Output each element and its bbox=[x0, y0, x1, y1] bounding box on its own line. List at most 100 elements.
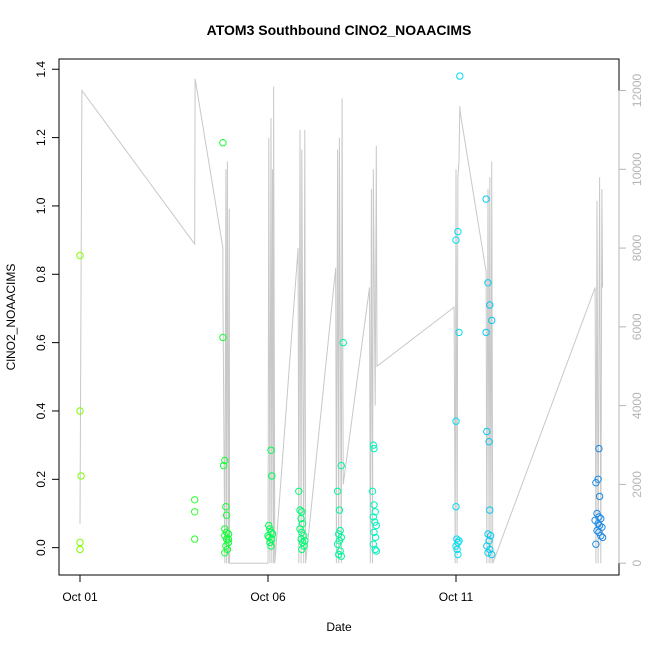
data-point bbox=[592, 479, 600, 487]
data-point bbox=[267, 446, 275, 454]
data-point bbox=[452, 503, 460, 511]
y2-tick-label: 6000 bbox=[630, 313, 644, 340]
data-point bbox=[454, 227, 462, 236]
data-point bbox=[593, 526, 601, 535]
data-point bbox=[335, 506, 344, 514]
data-point bbox=[483, 427, 491, 436]
data-point bbox=[370, 528, 378, 536]
data-point bbox=[486, 301, 494, 309]
data-point bbox=[222, 511, 231, 519]
data-point bbox=[222, 542, 230, 550]
data-point bbox=[298, 538, 307, 547]
y-tick-label: 0.2 bbox=[34, 471, 48, 488]
data-point bbox=[191, 508, 199, 516]
data-point bbox=[370, 444, 378, 453]
data-point bbox=[371, 508, 379, 516]
data-point bbox=[219, 333, 227, 342]
data-point bbox=[298, 545, 306, 554]
y2-tick-label: 8000 bbox=[630, 234, 644, 261]
data-point bbox=[76, 538, 84, 547]
data-point bbox=[221, 549, 229, 557]
data-point bbox=[486, 532, 495, 540]
data-point bbox=[369, 540, 377, 548]
data-point bbox=[191, 535, 199, 543]
data-point bbox=[482, 328, 490, 337]
data-point bbox=[456, 72, 464, 80]
data-point bbox=[268, 472, 276, 480]
data-point bbox=[369, 441, 377, 449]
data-point bbox=[598, 533, 607, 542]
data-point bbox=[221, 456, 229, 465]
data-point bbox=[224, 530, 233, 538]
x-axis-label: Date bbox=[326, 620, 352, 634]
data-point bbox=[266, 538, 274, 547]
data-point bbox=[595, 444, 603, 453]
x-tick-label: Oct 01 bbox=[62, 590, 98, 604]
data-point bbox=[485, 438, 493, 446]
data-point bbox=[454, 550, 462, 559]
data-point bbox=[76, 545, 84, 554]
y2-tick-label: 12000 bbox=[630, 74, 644, 108]
data-point bbox=[339, 338, 347, 347]
data-point bbox=[455, 537, 463, 545]
y-axis-label: ClNO2_NOAACIMS bbox=[4, 264, 18, 371]
data-point bbox=[267, 542, 275, 550]
y-tick-label: 0.4 bbox=[34, 402, 48, 419]
y-tick-label: 1.2 bbox=[34, 129, 48, 146]
chart-title: ATOM3 Southbound ClNO2_NOAACIMS bbox=[207, 22, 472, 38]
data-point bbox=[337, 552, 345, 560]
data-point bbox=[484, 549, 492, 557]
data-point bbox=[482, 195, 490, 203]
data-point bbox=[597, 532, 605, 540]
y-tick-label: 1.0 bbox=[34, 197, 48, 214]
y2-tick-label: 4000 bbox=[630, 392, 644, 419]
data-point bbox=[372, 521, 380, 530]
data-point bbox=[453, 545, 461, 554]
data-point bbox=[77, 472, 85, 480]
data-point bbox=[453, 535, 461, 543]
data-point bbox=[592, 540, 600, 548]
data-point bbox=[222, 503, 230, 511]
data-point bbox=[336, 547, 344, 555]
data-point bbox=[265, 521, 273, 530]
data-point bbox=[333, 540, 342, 548]
data-point bbox=[76, 251, 84, 260]
y-tick-label: 1.4 bbox=[34, 61, 48, 78]
x-tick-label: Oct 11 bbox=[439, 590, 474, 604]
data-point bbox=[295, 487, 303, 495]
data-point bbox=[368, 487, 377, 495]
data-point bbox=[371, 533, 380, 542]
data-point bbox=[297, 535, 305, 543]
data-point bbox=[224, 535, 233, 543]
altitude-line bbox=[79, 78, 604, 564]
data-point bbox=[486, 506, 494, 514]
y2-tick-label: 10000 bbox=[630, 152, 644, 186]
x-axis: Oct 01 Oct 06 Oct 11 bbox=[62, 574, 474, 604]
y2-axis: 0 2000 4000 6000 8000 10000 12000 bbox=[618, 74, 644, 567]
data-point bbox=[595, 492, 604, 501]
data-point bbox=[337, 461, 345, 470]
y-tick-label: 0.0 bbox=[34, 539, 48, 556]
data-point bbox=[191, 496, 199, 504]
y2-tick-label: 2000 bbox=[630, 471, 644, 498]
data-point bbox=[371, 518, 379, 526]
data-point bbox=[369, 513, 377, 521]
data-point bbox=[336, 526, 344, 535]
data-point-layer bbox=[76, 72, 607, 560]
data-point bbox=[76, 407, 84, 415]
data-point bbox=[219, 461, 228, 470]
y2-tick-label: 0 bbox=[630, 560, 644, 567]
data-point bbox=[488, 550, 496, 559]
data-point bbox=[372, 547, 380, 555]
y-axis: 0.0 0.2 0.4 0.6 0.8 1.0 1.2 1.4 bbox=[34, 61, 60, 556]
data-point bbox=[301, 537, 309, 545]
altitude-line-layer bbox=[79, 78, 604, 564]
data-point bbox=[296, 506, 304, 514]
data-point bbox=[488, 316, 496, 325]
data-point bbox=[268, 530, 277, 538]
data-point bbox=[371, 545, 379, 554]
y-tick-label: 0.6 bbox=[34, 334, 48, 351]
data-point bbox=[219, 139, 227, 147]
